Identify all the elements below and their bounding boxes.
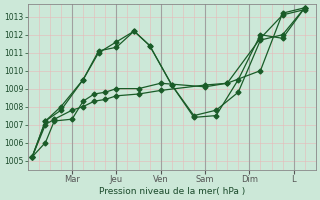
X-axis label: Pression niveau de la mer( hPa ): Pression niveau de la mer( hPa ) xyxy=(99,187,245,196)
